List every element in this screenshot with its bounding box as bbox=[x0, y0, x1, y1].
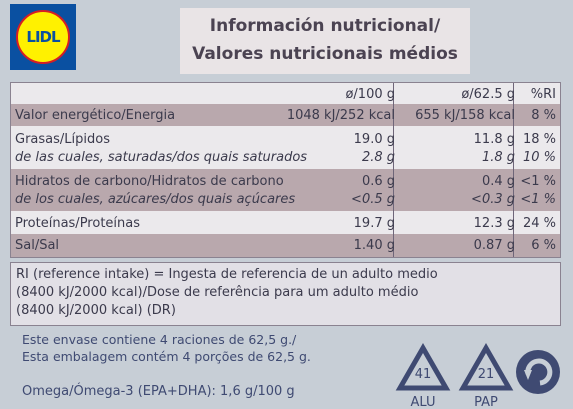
title-box: Información nutricional/ Valores nutrici… bbox=[180, 8, 470, 74]
value-cell: 6 % bbox=[531, 238, 556, 253]
table-row: Sal/Sal 1.40 g 0.87 g 6 % bbox=[11, 236, 560, 256]
column-header: ø/62.5 g bbox=[461, 87, 515, 102]
value-cell: 18 % bbox=[522, 132, 556, 147]
table-row: de las cuales, saturadas/dos quais satur… bbox=[11, 148, 560, 168]
column-divider bbox=[513, 83, 514, 257]
column-header: ø/100 g bbox=[345, 87, 395, 102]
table-row: Hidratos de carbono/Hidratos de carbono 0… bbox=[11, 172, 560, 192]
brand-name: LIDL bbox=[26, 28, 60, 46]
nutrient-name: Sal/Sal bbox=[15, 238, 60, 253]
value-cell: 19.7 g bbox=[353, 216, 395, 231]
value-cell: 1.8 g bbox=[481, 150, 515, 165]
serving-info: Este envase contiene 4 raciones de 62,5 … bbox=[22, 332, 297, 347]
footnote-line: (8400 kJ/2000 kcal)/Dose de referência p… bbox=[16, 285, 419, 300]
recycle-code: 41 bbox=[415, 367, 432, 382]
value-cell: 11.8 g bbox=[473, 132, 515, 147]
value-cell: <0.5 g bbox=[351, 192, 395, 207]
footnote-line: (8400 kJ/2000 kcal) (DR) bbox=[16, 303, 176, 318]
table-row: Valor energético/Energia 1048 kJ/252 kcal… bbox=[11, 106, 560, 126]
value-cell: 24 % bbox=[522, 216, 556, 231]
omega-info: Omega/Ómega-3 (EPA+DHA): 1,6 g/100 g bbox=[22, 384, 295, 399]
value-cell: 0.4 g bbox=[481, 174, 515, 189]
value-cell: 10 % bbox=[522, 150, 556, 165]
value-cell: <0.3 g bbox=[471, 192, 515, 207]
value-cell: 0.87 g bbox=[473, 238, 515, 253]
value-cell: <1 % bbox=[520, 174, 556, 189]
value-cell: 1.40 g bbox=[353, 238, 395, 253]
nutrient-name: Valor energético/Energia bbox=[15, 108, 176, 123]
nutrient-name: Hidratos de carbono/Hidratos de carbono bbox=[15, 174, 284, 189]
nutrient-name: Grasas/Lípidos bbox=[15, 132, 110, 147]
recycling-icons: 41 ALU 21 PAP bbox=[395, 342, 560, 409]
recycle-material: ALU bbox=[410, 395, 435, 409]
nutrient-name: Proteínas/Proteínas bbox=[15, 216, 140, 231]
row-shade bbox=[11, 234, 560, 257]
nutrient-name: de los cuales, azúcares/dos quais açúcar… bbox=[15, 192, 296, 207]
recycle-material: PAP bbox=[474, 395, 498, 409]
value-cell: 12.3 g bbox=[473, 216, 515, 231]
serving-info: Esta embalagem contém 4 porções de 62,5 … bbox=[22, 349, 311, 364]
value-cell: 8 % bbox=[531, 108, 556, 123]
table-row: Proteínas/Proteínas 19.7 g 12.3 g 24 % bbox=[11, 214, 560, 234]
table-row: Grasas/Lípidos 19.0 g 11.8 g 18 % bbox=[11, 130, 560, 150]
recycle-code: 21 bbox=[478, 367, 495, 382]
value-cell: 655 kJ/158 kcal bbox=[415, 108, 515, 123]
header-row: ø/100 g ø/62.5 g %RI bbox=[11, 85, 560, 105]
value-cell: 0.6 g bbox=[361, 174, 395, 189]
footnote-line: RI (reference intake) = Ingesta de refer… bbox=[16, 267, 438, 282]
value-cell: <1 % bbox=[520, 192, 556, 207]
subtitle: Valores nutricionais médios bbox=[192, 44, 458, 64]
brand-logo: LIDL bbox=[10, 4, 76, 70]
footnote: RI (reference intake) = Ingesta de refer… bbox=[10, 262, 561, 326]
value-cell: 2.8 g bbox=[361, 150, 395, 165]
nutrient-name: de las cuales, saturadas/dos quais satur… bbox=[15, 150, 308, 165]
column-header: %RI bbox=[530, 87, 556, 102]
value-cell: 19.0 g bbox=[353, 132, 395, 147]
row-shade bbox=[11, 104, 560, 126]
nutrition-table: ø/100 g ø/62.5 g %RI Valor energético/Energ… bbox=[10, 82, 561, 258]
row-shade bbox=[11, 169, 560, 211]
value-cell: 1048 kJ/252 kcal bbox=[286, 108, 395, 123]
table-row: de los cuales, azúcares/dos quais açúcar… bbox=[11, 190, 560, 210]
title: Información nutricional/ bbox=[209, 16, 441, 36]
column-divider bbox=[393, 83, 394, 257]
